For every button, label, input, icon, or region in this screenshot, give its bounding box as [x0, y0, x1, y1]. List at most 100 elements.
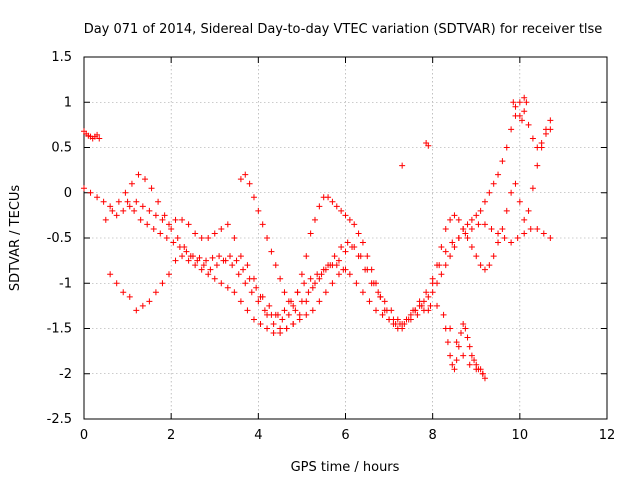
data-point: [146, 207, 153, 214]
data-point: [468, 216, 475, 223]
data-point: [429, 280, 436, 287]
data-point: [179, 216, 186, 223]
data-point: [314, 271, 321, 278]
data-point: [133, 307, 140, 314]
data-point: [316, 298, 323, 305]
data-point: [115, 198, 122, 205]
data-point: [346, 216, 353, 223]
data-point: [460, 352, 467, 359]
data-point: [242, 171, 249, 178]
data-point: [471, 357, 478, 364]
data-point: [196, 254, 203, 261]
data-point: [329, 198, 336, 205]
data-point: [481, 198, 488, 205]
data-point: [165, 271, 172, 278]
data-point: [268, 248, 275, 255]
data-point: [447, 352, 454, 359]
data-point: [468, 352, 475, 359]
data-point: [126, 203, 133, 210]
data-point: [281, 307, 288, 314]
data-point: [377, 293, 384, 300]
data-point: [425, 307, 432, 314]
data-point: [224, 284, 231, 291]
x-tick-label: 4: [254, 428, 262, 443]
data-point: [529, 185, 536, 192]
data-point: [547, 235, 554, 241]
data-point: [512, 103, 519, 110]
data-point: [102, 216, 109, 223]
data-point: [521, 216, 528, 223]
data-point: [168, 225, 175, 232]
y-tick-label: 1: [64, 95, 72, 110]
data-point: [222, 257, 229, 264]
y-tick-label: 0: [64, 186, 72, 201]
y-tick-label: -2: [59, 367, 72, 382]
data-point: [246, 180, 253, 187]
data-point: [412, 307, 419, 314]
data-point: [464, 235, 471, 241]
data-point: [172, 216, 179, 223]
data-point: [290, 302, 297, 309]
data-point: [113, 280, 120, 287]
data-point: [266, 302, 273, 309]
data-point: [373, 307, 380, 314]
data-point: [407, 311, 414, 318]
data-point: [525, 121, 532, 128]
data-point: [466, 361, 473, 368]
data-point: [303, 311, 310, 318]
data-point: [442, 325, 449, 332]
data-point: [216, 253, 223, 260]
chart-title: Day 071 of 2014, Sidereal Day-to-day VTE…: [84, 22, 603, 37]
data-point: [255, 207, 262, 214]
data-point: [124, 198, 131, 205]
data-point: [475, 221, 482, 228]
data-point: [451, 212, 458, 219]
data-point: [359, 239, 366, 246]
data-point: [185, 257, 192, 264]
data-point: [481, 266, 488, 273]
data-point: [427, 302, 434, 309]
data-point: [351, 244, 358, 251]
data-point: [231, 289, 238, 296]
data-point: [261, 307, 268, 314]
data-point: [290, 320, 297, 327]
data-point: [120, 207, 127, 214]
data-point: [159, 216, 166, 223]
data-point: [174, 235, 181, 241]
data-point: [516, 198, 523, 205]
data-point: [144, 221, 151, 228]
data-point: [357, 253, 364, 260]
data-point: [148, 185, 155, 192]
data-point: [466, 343, 473, 350]
data-point: [547, 117, 554, 124]
data-point: [211, 230, 218, 237]
data-point: [163, 235, 170, 241]
data-point: [135, 171, 142, 178]
data-point: [192, 262, 199, 269]
data-point: [331, 253, 338, 260]
data-point: [473, 253, 480, 260]
data-point: [355, 230, 362, 237]
data-point: [159, 280, 166, 287]
data-point: [508, 126, 515, 133]
data-point: [205, 271, 212, 278]
data-point: [462, 325, 469, 332]
data-point: [344, 239, 351, 246]
data-point: [165, 221, 172, 228]
data-point: [253, 284, 260, 291]
data-point: [390, 320, 397, 327]
data-point: [296, 316, 303, 323]
data-point: [499, 225, 506, 232]
data-point: [423, 289, 430, 296]
data-point: [527, 225, 534, 232]
data-point: [464, 334, 471, 341]
y-tick-label: -1: [59, 276, 72, 291]
data-point: [279, 316, 286, 323]
data-point: [453, 357, 460, 364]
data-point: [429, 289, 436, 296]
data-point: [113, 212, 120, 219]
data-point: [120, 289, 127, 296]
data-point: [442, 225, 449, 232]
data-point: [146, 298, 153, 305]
